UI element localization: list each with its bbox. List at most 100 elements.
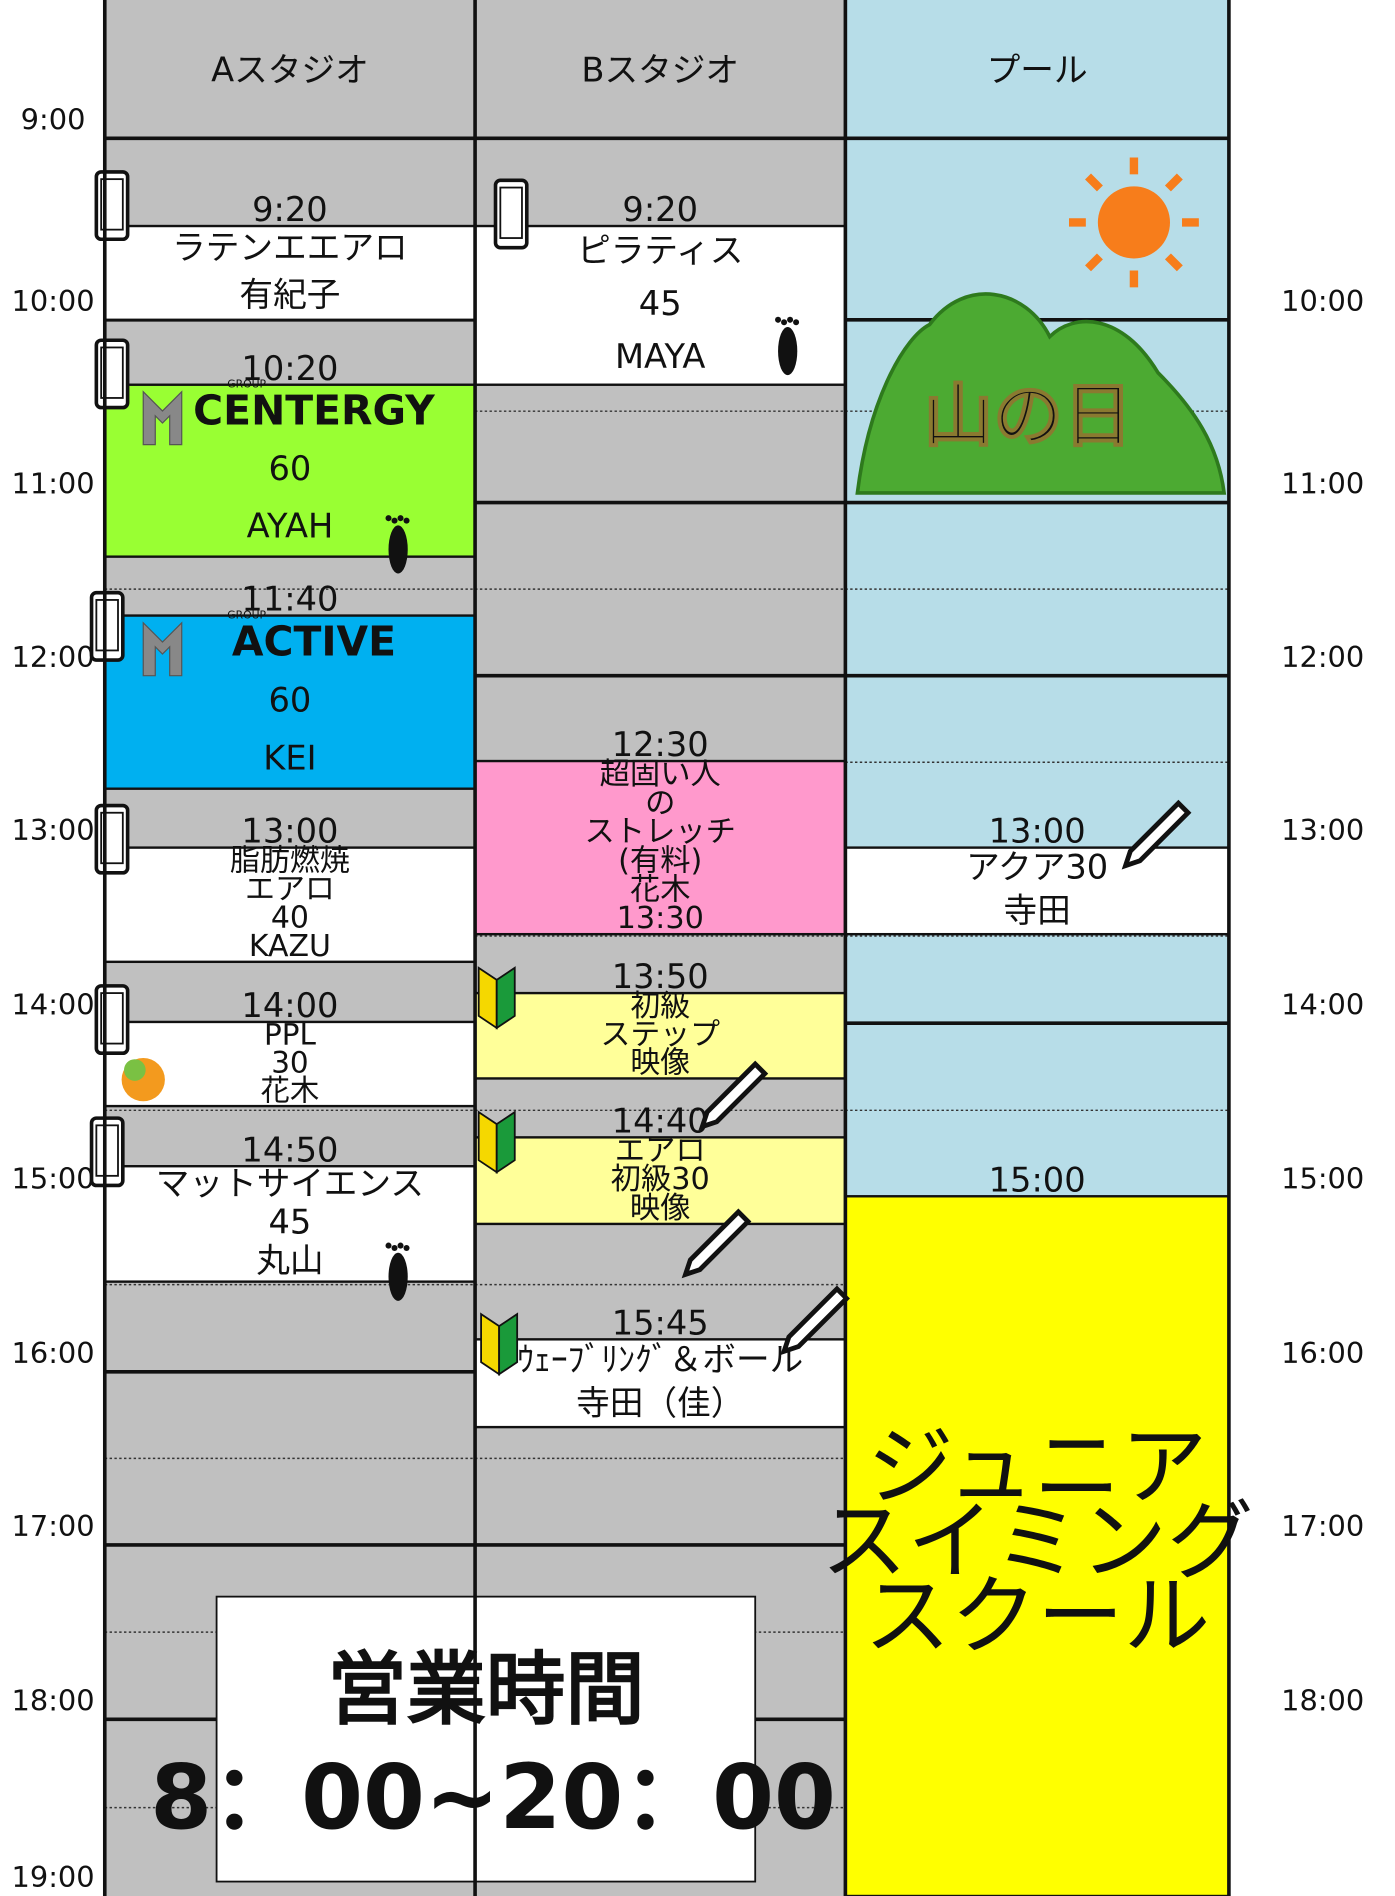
column-header: Bスタジオ [581, 51, 739, 90]
toe [787, 316, 794, 323]
event-time: 11:40 [241, 580, 338, 619]
time-label-right: 15:00 [1281, 1162, 1364, 1196]
toe [391, 517, 398, 524]
beginner-mark-right [498, 1312, 519, 1376]
event-line: 40 [271, 900, 309, 935]
toe [775, 316, 782, 323]
event-line: PPL [264, 1017, 317, 1051]
event-line: 60 [269, 681, 312, 720]
event-box [844, 846, 1231, 936]
time-label-right: 18:00 [1281, 1683, 1364, 1717]
event-line: 超固い人 [600, 757, 721, 792]
event-box [103, 1020, 477, 1108]
event-line: KAZU [249, 929, 331, 964]
event-line: ジュニア [867, 1418, 1207, 1518]
time-label-right: 17:00 [1281, 1509, 1364, 1543]
event-time: 15:45 [612, 1303, 709, 1342]
pencil-icon [1121, 799, 1192, 870]
event-line: 丸山 [256, 1241, 323, 1280]
toe [403, 517, 410, 524]
event-time: 12:30 [612, 725, 709, 764]
toe [391, 1244, 398, 1251]
time-label-left: 11:00 [12, 467, 95, 501]
sun-ray [1085, 173, 1103, 192]
event-box [103, 1165, 477, 1283]
sun-ray [1085, 253, 1103, 272]
sun [1097, 186, 1170, 259]
foot-icon [388, 525, 408, 574]
event-line: 初級30 [611, 1162, 710, 1197]
event-line: 寺田 [1003, 891, 1070, 930]
event-line: アクア30 [966, 848, 1108, 887]
beginner-mark-right [495, 1110, 516, 1174]
event-box [103, 224, 477, 322]
logo-mark [142, 390, 183, 446]
event-time: 14:40 [612, 1101, 709, 1140]
event-line: スクール [864, 1567, 1210, 1667]
phone-screen [95, 1124, 119, 1177]
toe [403, 1244, 410, 1251]
event-line: 13:30 [617, 901, 704, 936]
time-label-right: 13:00 [1281, 813, 1364, 847]
toe [385, 1242, 392, 1249]
event-box [473, 759, 847, 936]
logo-tag: GROUP [227, 378, 266, 391]
sun-ray [1164, 253, 1183, 272]
event-time: 15:00 [989, 1160, 1086, 1199]
event-time: 13:50 [612, 957, 709, 996]
toe [793, 319, 800, 326]
event-time: 9:20 [622, 190, 698, 229]
event-line: ピラティス [577, 231, 743, 270]
event-line: ｳｪｰﾌﾞﾘﾝｸﾞ＆ボール [517, 1340, 803, 1379]
event-line: 映像 [630, 1191, 691, 1226]
phone-screen [95, 599, 119, 652]
event-time: 9:20 [252, 190, 328, 229]
pencil-icon [698, 1060, 769, 1131]
time-label-left: 18:00 [12, 1683, 95, 1717]
time-label-left: 10:00 [12, 284, 95, 318]
time-label-left: 9:00 [21, 102, 86, 136]
ppl-logo-2 [124, 1059, 146, 1081]
sun-ray [1164, 173, 1183, 192]
pencil-icon [780, 1285, 850, 1356]
event-time: 14:50 [241, 1130, 338, 1169]
foot-icon [778, 327, 798, 376]
event-time: 14:00 [241, 986, 338, 1025]
event-line: 60 [269, 449, 312, 488]
event-line: 45 [269, 1202, 312, 1241]
event-line: の [645, 786, 675, 821]
event-time: 13:00 [241, 812, 338, 851]
toe [397, 515, 404, 522]
time-label-right: 16:00 [1281, 1336, 1364, 1370]
logo-name: ACTIVE [232, 617, 396, 665]
holiday-label: 山の日 [924, 376, 1133, 457]
time-label-right: 11:00 [1281, 467, 1364, 501]
foot-icon [388, 1252, 408, 1301]
business-hours-title: 営業時間 [327, 1643, 644, 1736]
event-line: 初級 [630, 989, 690, 1024]
event-time: 10:20 [241, 349, 338, 388]
time-label-left: 19:00 [12, 1860, 95, 1894]
event-line: (有料) [618, 844, 702, 879]
event-line: ラテンエエアロ [172, 228, 408, 267]
business-hours: 8：00~20：00 [150, 1745, 836, 1849]
time-label-left: 12:00 [12, 640, 95, 674]
time-label-right: 10:00 [1281, 284, 1364, 318]
event-line: 花木 [630, 872, 691, 907]
column-header: プール [987, 51, 1088, 90]
toe [385, 515, 392, 522]
event-box [473, 991, 847, 1080]
business-hours-box [215, 1595, 757, 1883]
time-label-left: 16:00 [12, 1336, 95, 1370]
event-line: 映像 [630, 1046, 690, 1081]
event-line: AYAH [247, 507, 334, 546]
event-line: 45 [639, 284, 682, 323]
logo-name: CENTERGY [193, 386, 435, 434]
event-line: ステップ [601, 1017, 721, 1052]
event-line: 有紀子 [239, 275, 340, 314]
toe [781, 319, 788, 326]
pencil-icon [681, 1208, 752, 1279]
event-line: エアロ [245, 872, 335, 907]
